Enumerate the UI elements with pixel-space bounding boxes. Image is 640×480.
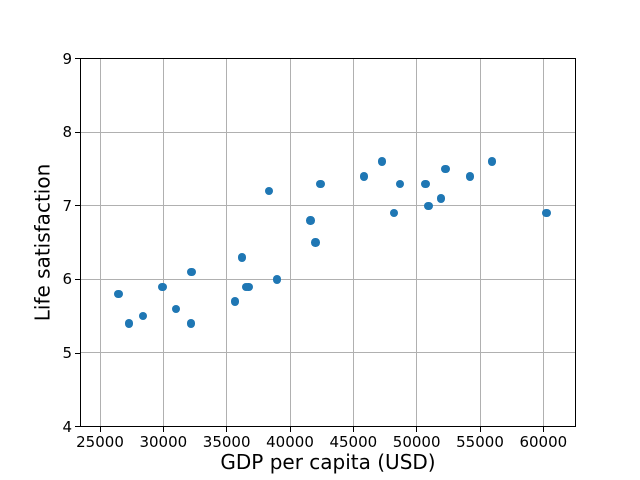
x-axis-tick xyxy=(226,427,228,433)
y-axis-tick xyxy=(75,426,80,428)
data-point xyxy=(138,311,148,321)
data-point xyxy=(124,319,134,328)
y-axis-tick xyxy=(75,205,80,207)
x-axis-tick xyxy=(352,427,354,433)
y-axis-tick xyxy=(75,352,80,354)
y-axis-tick xyxy=(75,278,80,280)
data-point xyxy=(377,157,387,166)
x-tick-label: 25000 xyxy=(76,433,124,452)
x-gridline xyxy=(416,58,418,427)
data-point xyxy=(171,304,181,314)
y-tick-label: 6 xyxy=(62,270,72,289)
data-point xyxy=(421,179,430,188)
data-point xyxy=(359,172,369,181)
x-axis-tick xyxy=(416,427,418,433)
data-point xyxy=(441,164,450,174)
y-tick-label: 9 xyxy=(62,49,72,68)
x-gridline xyxy=(542,58,544,427)
x-gridline xyxy=(352,58,354,427)
x-axis-tick xyxy=(99,427,101,433)
x-axis-tick xyxy=(289,427,291,433)
y-axis-tick xyxy=(75,58,80,60)
x-tick-label: 30000 xyxy=(139,433,188,452)
x-tick-label: 55000 xyxy=(456,433,504,452)
x-axis-tick xyxy=(542,427,544,433)
data-point xyxy=(186,319,196,328)
y-tick-label: 8 xyxy=(62,123,72,142)
data-point xyxy=(187,267,196,277)
x-gridline xyxy=(289,58,291,427)
data-point xyxy=(230,297,239,306)
x-axis-label: GDP per capita (USD) xyxy=(220,450,436,474)
y-gridline xyxy=(81,278,575,280)
data-point xyxy=(316,179,325,188)
x-tick-label: 60000 xyxy=(519,433,568,452)
y-tick-label: 5 xyxy=(62,344,72,362)
data-point xyxy=(114,289,123,299)
x-gridline xyxy=(479,58,481,427)
x-axis-tick xyxy=(162,427,164,433)
data-point xyxy=(264,186,274,196)
data-point xyxy=(273,275,282,284)
data-point xyxy=(436,194,446,203)
data-point xyxy=(424,201,433,210)
data-point xyxy=(311,238,320,247)
x-gridline xyxy=(99,58,101,427)
data-point xyxy=(487,157,497,166)
y-gridline xyxy=(81,131,575,133)
data-point xyxy=(389,208,399,218)
data-point xyxy=(542,208,551,218)
x-gridline xyxy=(162,58,164,427)
plot-area xyxy=(80,57,576,428)
data-point xyxy=(158,282,167,291)
x-tick-label: 45000 xyxy=(329,433,378,452)
y-tick-label: 4 xyxy=(62,417,72,436)
data-point xyxy=(465,172,475,181)
data-point xyxy=(244,282,253,291)
data-point xyxy=(306,216,315,225)
y-gridline xyxy=(81,205,575,207)
x-gridline xyxy=(226,58,228,427)
x-axis-tick xyxy=(479,427,481,433)
y-gridline xyxy=(81,352,575,354)
data-point xyxy=(237,253,247,262)
x-tick-label: 35000 xyxy=(202,433,251,452)
x-tick-label: 40000 xyxy=(266,433,314,452)
data-point xyxy=(395,179,405,188)
y-axis-tick xyxy=(75,131,80,133)
y-tick-label: 7 xyxy=(62,196,72,215)
x-tick-label: 50000 xyxy=(392,433,441,452)
